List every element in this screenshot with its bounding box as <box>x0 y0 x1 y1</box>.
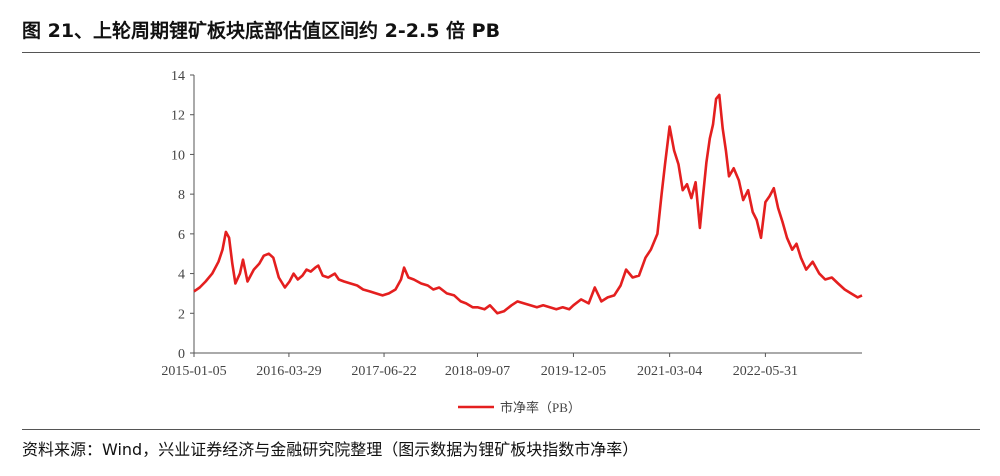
legend-label: 市净率（PB） <box>500 400 581 415</box>
y-tick-label: 14 <box>171 69 185 84</box>
x-tick-label: 2022-05-31 <box>733 364 798 379</box>
bottom-divider <box>22 429 980 430</box>
y-tick-label: 4 <box>178 268 185 283</box>
y-tick-label: 12 <box>171 109 185 124</box>
y-tick-label: 2 <box>178 307 185 322</box>
series-layer <box>193 93 863 315</box>
x-tick-label: 2021-03-04 <box>637 364 702 379</box>
x-tick-label: 2019-12-05 <box>541 364 606 379</box>
y-tick-label: 0 <box>178 347 185 362</box>
x-tick-label: 2017-06-22 <box>351 364 416 379</box>
y-tick-label: 6 <box>178 228 185 243</box>
x-tick-label: 2016-03-29 <box>256 364 321 379</box>
chart-legend: 市净率（PB） <box>458 400 581 415</box>
figure-title: 图 21、上轮周期锂矿板块底部估值区间约 2-2.5 倍 PB <box>22 20 501 42</box>
top-divider <box>22 52 980 53</box>
y-tick-label: 10 <box>171 148 185 163</box>
series-line-pb <box>193 93 863 315</box>
chart-axes <box>193 75 862 354</box>
pb-line-chart: 0 2 4 6 8 10 12 14 2015-01-05 2016-03-29 2017-06-2… <box>161 69 863 415</box>
x-tick-label: 2015-01-05 <box>161 364 226 379</box>
axis-ticks: 0 2 4 6 8 10 12 14 2015-01-05 2016-03-29 2017-06-2… <box>161 69 798 379</box>
x-tick-label: 2018-09-07 <box>445 364 510 379</box>
y-tick-label: 8 <box>178 188 185 203</box>
source-note: 资料来源：Wind，兴业证券经济与金融研究院整理（图示数据为锂矿板块指数市净率） <box>22 440 639 459</box>
